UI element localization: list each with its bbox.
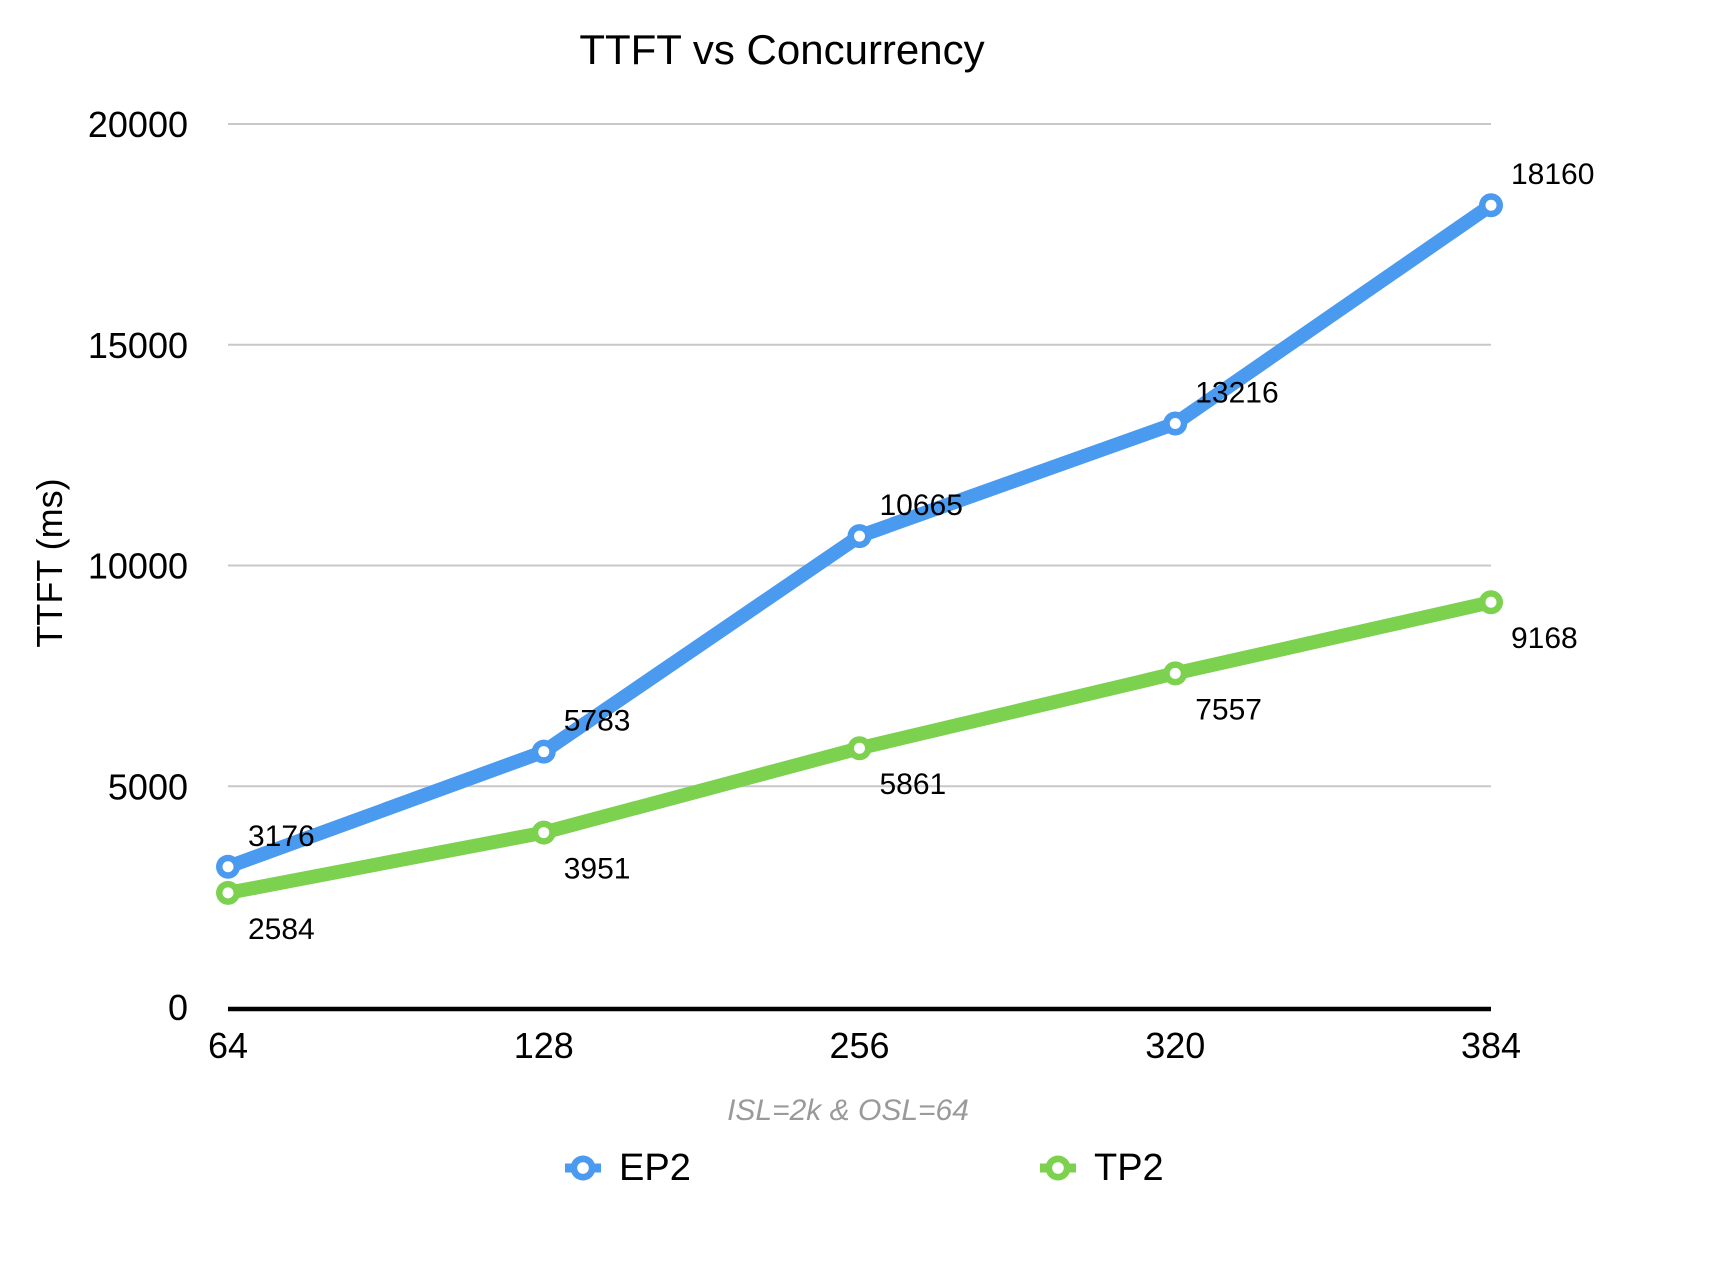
data-point-hole-tp2	[854, 742, 865, 754]
tp2-series-marker-icon	[1040, 1155, 1076, 1181]
ep2-series-marker-icon	[565, 1155, 601, 1181]
data-label-ep2: 3176	[248, 820, 315, 853]
y-tick-label: 20000	[88, 104, 188, 145]
x-axis-subtitle: ISL=2k & OSL=64	[727, 1094, 969, 1127]
data-label-ep2: 13216	[1195, 377, 1278, 410]
data-label-ep2: 10665	[880, 489, 963, 522]
data-point-hole-ep2	[538, 746, 550, 758]
data-point-hole-ep2	[222, 861, 234, 873]
data-point-hole-ep2	[854, 530, 865, 542]
data-point-hole-tp2	[1485, 596, 1497, 608]
data-label-ep2: 18160	[1511, 158, 1594, 191]
y-tick-label: 5000	[108, 766, 188, 807]
legend-label-ep2: EP2	[619, 1147, 691, 1189]
chart-title: TTFT vs Concurrency	[579, 26, 985, 73]
x-tick-label: 256	[829, 1025, 889, 1066]
y-tick-label: 0	[168, 987, 188, 1028]
legend-marker-hole	[577, 1162, 589, 1174]
data-label-tp2: 7557	[1195, 693, 1262, 726]
y-tick-label: 10000	[88, 546, 188, 587]
data-point-hole-tp2	[222, 887, 234, 899]
x-tick-label: 384	[1461, 1025, 1521, 1066]
data-label-ep2: 5783	[564, 705, 631, 738]
data-label-tp2: 5861	[880, 768, 947, 801]
legend-item-ep2[interactable]: EP2	[564, 1148, 691, 1188]
data-label-tp2: 2584	[248, 913, 315, 946]
y-tick-label: 15000	[88, 325, 188, 366]
legend-label-tp2: TP2	[1094, 1147, 1164, 1189]
legend-item-tp2[interactable]: TP2	[1039, 1148, 1164, 1188]
data-label-tp2: 3951	[564, 853, 631, 886]
data-point-hole-ep2	[1169, 418, 1181, 430]
x-tick-label: 64	[208, 1025, 248, 1066]
x-tick-label: 128	[514, 1025, 574, 1066]
data-point-hole-tp2	[1169, 667, 1181, 679]
data-point-hole-ep2	[1485, 199, 1497, 211]
data-point-hole-tp2	[538, 827, 550, 839]
x-tick-label: 320	[1145, 1025, 1205, 1066]
data-label-tp2: 9168	[1511, 622, 1578, 655]
legend-marker-hole	[1052, 1162, 1064, 1174]
